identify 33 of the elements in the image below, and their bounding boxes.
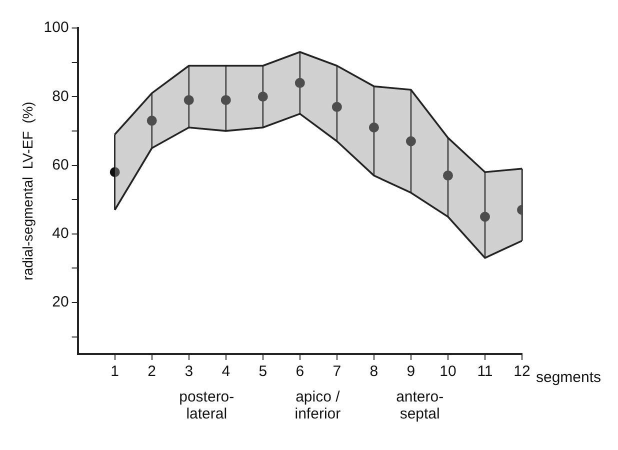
x-tick-label: 11 bbox=[477, 363, 493, 380]
x-tick-label: 10 bbox=[440, 363, 456, 380]
point bbox=[258, 92, 268, 102]
y-tick-label: 80 bbox=[52, 88, 69, 105]
point bbox=[406, 136, 416, 146]
x-tick-label: 3 bbox=[184, 363, 194, 380]
point bbox=[294, 78, 305, 88]
y-tick-label: 100 bbox=[44, 19, 69, 36]
x-tick-label: 6 bbox=[296, 363, 304, 380]
x-tick-label: 5 bbox=[258, 363, 268, 380]
point bbox=[220, 95, 231, 106]
text: antero- septal bbox=[396, 388, 444, 423]
point bbox=[184, 95, 194, 106]
point bbox=[332, 102, 342, 112]
x-tick-label: 9 bbox=[406, 363, 416, 380]
y-tick-label: 60 bbox=[52, 156, 69, 174]
text: apico / inferior bbox=[294, 388, 341, 423]
x-tick-label: 8 bbox=[370, 363, 378, 380]
x-tick-label: 4 bbox=[222, 363, 230, 380]
point bbox=[480, 212, 490, 222]
text: postero- lateral bbox=[179, 388, 234, 423]
point bbox=[442, 170, 453, 181]
y-axis-title: radial-segmental LV-EF (%) bbox=[19, 102, 36, 280]
x-tick-label: 2 bbox=[148, 363, 156, 380]
x-tick-label: 12 bbox=[514, 363, 530, 380]
point bbox=[110, 167, 120, 178]
y-tick-label: 40 bbox=[52, 225, 69, 242]
x-axis-title: segments bbox=[536, 369, 602, 386]
point bbox=[368, 122, 379, 133]
y-tick-label: 20 bbox=[52, 294, 69, 311]
point bbox=[146, 116, 157, 126]
x-tick-label: 1 bbox=[110, 363, 120, 380]
x-tick-label: 7 bbox=[332, 363, 342, 380]
